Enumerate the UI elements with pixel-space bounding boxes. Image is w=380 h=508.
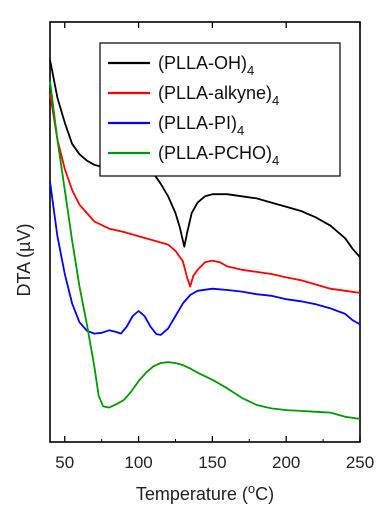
- plot-frame: [49, 21, 361, 443]
- series-line-plla-alkyne: [49, 93, 361, 294]
- x-tick-label-250: 250: [346, 453, 374, 472]
- x-tick-label-50: 50: [55, 453, 74, 472]
- x-tick-label-150: 150: [198, 453, 226, 472]
- series-layer: [49, 59, 361, 420]
- legend-label-plla-alkyne: (PLLA-alkyne)4: [158, 83, 279, 108]
- x-axis-title-main: Temperature (: [136, 484, 248, 504]
- legend: (PLLA-OH)4 (PLLA-alkyne)4 (PLLA-PI)4 (PLLA-…: [99, 42, 341, 177]
- series-line-plla-pi: [49, 181, 361, 336]
- legend-label-plla-pi: (PLLA-PI)4: [158, 113, 244, 138]
- x-axis-title-tail: C): [255, 484, 274, 504]
- legend-label-plla-pcho: (PLLA-PCHO)4: [158, 143, 279, 168]
- x-tick-label-100: 100: [124, 453, 152, 472]
- y-axis-title: DTA (µV): [14, 223, 34, 296]
- x-axis-ticks: 50 100 150 200 250: [55, 22, 374, 472]
- x-axis-title-sup: o: [248, 481, 255, 496]
- x-tick-label-200: 200: [272, 453, 300, 472]
- x-axis-title: Temperature (oC): [136, 481, 274, 504]
- series-line-plla-pcho: [49, 80, 361, 420]
- legend-label-plla-oh: (PLLA-OH)4: [158, 53, 254, 78]
- series-line-plla-oh: [49, 59, 361, 258]
